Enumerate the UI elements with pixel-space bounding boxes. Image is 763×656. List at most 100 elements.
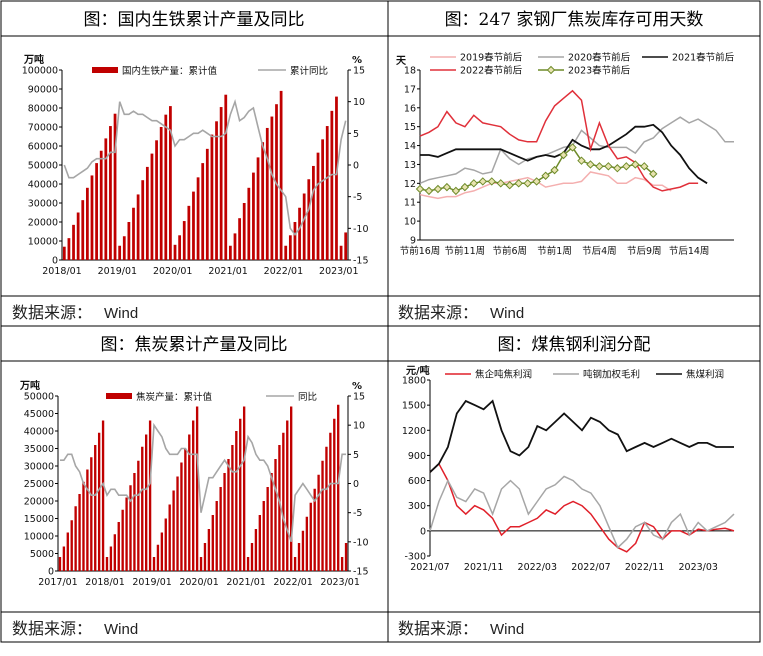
series-marker	[586, 160, 595, 169]
bar	[74, 506, 77, 571]
series-marker	[640, 162, 649, 171]
y-tick-label: 13	[404, 160, 416, 171]
bar	[188, 434, 191, 571]
y2-unit-label: %	[352, 381, 362, 392]
bar	[333, 418, 336, 571]
x-tick-label: 2022/11	[625, 562, 664, 573]
x-tick-label: 节前11周	[445, 245, 486, 257]
legend-label: 吨钢加权毛利	[583, 369, 640, 381]
y-tick-label: 16	[404, 103, 416, 114]
bar	[337, 404, 340, 571]
series-marker	[433, 184, 443, 194]
y-tick-label: 12	[404, 179, 416, 190]
bar	[258, 515, 261, 571]
bar	[66, 532, 69, 571]
bar	[90, 175, 94, 260]
x-tick-label: 节后9周	[627, 246, 662, 257]
bar	[256, 157, 260, 260]
y2-tick-label: -10	[353, 224, 369, 235]
x-tick-label: 2022/01	[273, 577, 312, 588]
bar	[211, 515, 214, 571]
bar	[72, 224, 75, 260]
y-tick-label: 0	[52, 256, 58, 267]
bar	[178, 235, 182, 260]
bar	[145, 166, 149, 260]
panel-4-source-label: 数据来源：	[398, 619, 478, 638]
x-tick-label: 2023/03	[679, 562, 718, 573]
bar	[266, 487, 269, 571]
bar	[246, 557, 250, 571]
y-unit-label: 元/吨	[406, 364, 430, 377]
bar	[156, 544, 160, 571]
bar	[274, 459, 277, 571]
bar	[293, 222, 297, 260]
bar	[207, 529, 211, 571]
legend-line-label: 累计同比	[290, 65, 328, 77]
series-marker	[622, 162, 631, 171]
panel-4-source-value: Wind	[490, 621, 524, 638]
panel-4-title: 图：煤焦钢利润分配	[498, 335, 651, 355]
bar	[159, 127, 163, 260]
panel-1-source-value: Wind	[104, 305, 138, 322]
bar	[344, 543, 348, 571]
bar	[129, 485, 132, 571]
y2-tick-label: 5	[353, 450, 359, 461]
legend-bar-swatch	[92, 67, 118, 73]
bar	[305, 516, 309, 571]
bar	[127, 222, 131, 260]
y2-tick-label: 10	[353, 421, 365, 432]
y2-tick-label: 0	[353, 479, 359, 490]
y2-tick-label: -5	[353, 508, 362, 519]
bar	[164, 518, 167, 571]
legend-label: 2019春节前后	[460, 52, 523, 64]
series-marker	[631, 160, 640, 169]
legend-label: 2022春节前后	[460, 65, 523, 77]
y-tick-label: 30000	[24, 462, 54, 473]
y2-tick-label: 5	[353, 129, 359, 140]
bar	[270, 116, 274, 260]
bar	[233, 233, 237, 260]
bar	[70, 520, 73, 571]
bar	[81, 200, 85, 260]
y-tick-label: 20000	[24, 497, 54, 508]
y-tick-label: 10000	[24, 532, 54, 543]
panel-2-source-label: 数据来源：	[398, 303, 478, 322]
bar	[76, 212, 80, 260]
panel-1-source-label: 数据来源：	[12, 303, 92, 322]
bar	[94, 445, 97, 571]
bar	[137, 460, 140, 571]
legend-label: 2023春节前后	[568, 65, 631, 77]
bar	[284, 245, 288, 260]
legend-bar-label: 焦炭产量：累计值	[136, 391, 213, 403]
y-tick-label: 40000	[28, 180, 58, 191]
series-marker	[478, 177, 488, 186]
bar	[215, 501, 218, 571]
series-marker	[532, 177, 541, 186]
panel-1-title: 图：国内生铁累计产量及同比	[84, 10, 305, 30]
bar	[293, 557, 297, 571]
x-tick-label: 2020/01	[153, 266, 192, 277]
bar	[67, 238, 71, 260]
yoy-line	[63, 98, 347, 237]
x-tick-label: 2017/01	[38, 577, 77, 588]
bar	[307, 179, 311, 260]
bar	[145, 434, 148, 571]
bar	[105, 557, 109, 571]
bar	[339, 245, 343, 260]
y-unit-label: 万吨	[23, 53, 44, 66]
bar	[335, 96, 338, 260]
bar	[164, 114, 168, 261]
bar	[155, 140, 158, 260]
series-marker	[595, 162, 604, 171]
bar	[109, 546, 113, 571]
series-marker	[505, 181, 514, 190]
x-tick-label: 2022/07	[571, 562, 610, 573]
bar	[235, 431, 238, 571]
legend-bar-label: 国内生铁产量：累计值	[122, 65, 218, 77]
bar	[113, 534, 116, 571]
y2-tick-label: -5	[353, 192, 362, 203]
bar	[192, 420, 195, 571]
bar	[141, 446, 144, 571]
series-marker	[559, 150, 568, 160]
series-marker	[415, 184, 425, 194]
